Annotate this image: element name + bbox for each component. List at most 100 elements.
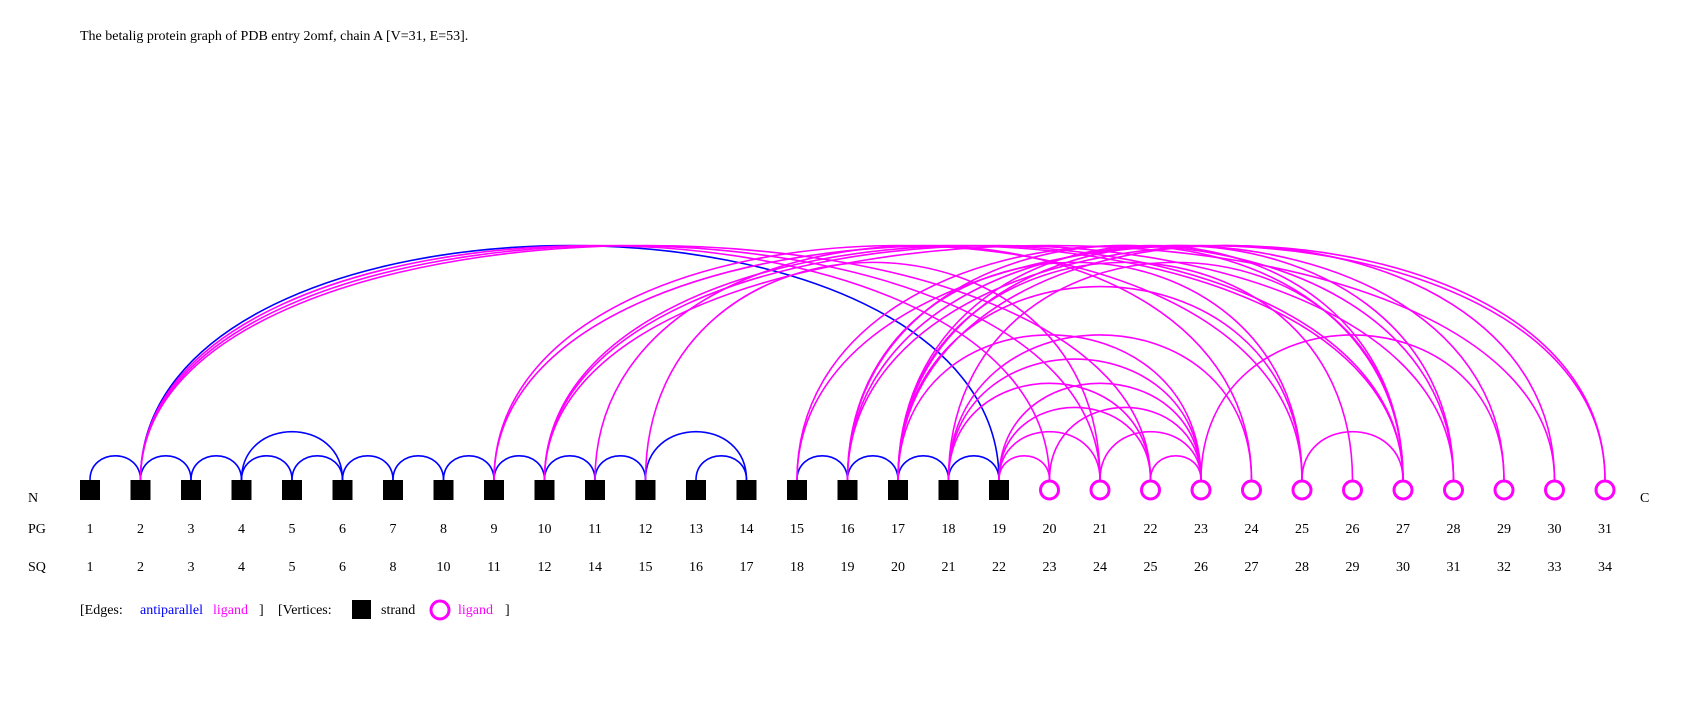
sq-label: 12 [538, 560, 552, 575]
vertex-ligand-24 [1241, 479, 1262, 501]
sq-row-label: SQ [28, 560, 46, 575]
edge-antiparallel-17-18 [897, 455, 950, 481]
vertex-ligand-22 [1140, 479, 1161, 501]
sq-label: 21 [942, 560, 956, 575]
edge-ligand-22-23 [1149, 455, 1202, 481]
vertex-strand-15 [787, 480, 807, 500]
legend-vertex-strand: strand [381, 603, 415, 618]
edge-antiparallel-6-7 [341, 455, 394, 481]
pg-labels-row: 1 2 3 4 5 6 7 8 9 10 11 12 13 14 15 16 17 18 19 20 21 22 23 24 2… [87, 522, 1613, 537]
legend-edges-suffix: ] [259, 603, 264, 618]
vertex-strand-19 [989, 480, 1009, 500]
legend-strand-square [352, 600, 371, 619]
edge-antiparallel-5-6 [291, 455, 344, 481]
pg-label: 22 [1144, 522, 1158, 537]
pg-label: 19 [992, 522, 1006, 537]
vertex-ligand-31 [1594, 479, 1616, 501]
edge-ligand-23-29 [1200, 334, 1505, 481]
vertex-strand-5 [282, 480, 302, 500]
vertex-strand-16 [837, 480, 858, 500]
edge-ligand-12-21 [644, 261, 1101, 481]
vertex-strand-11 [585, 480, 605, 500]
sq-label: 26 [1194, 560, 1208, 575]
sq-label: 25 [1144, 560, 1158, 575]
graph-title: The betalig protein graph of PDB entry 2… [80, 29, 468, 44]
edge-antiparallel-12-14 [644, 430, 748, 481]
edge-antiparallel-11-12 [594, 455, 647, 481]
pg-label: 2 [137, 522, 144, 537]
sq-label: 24 [1093, 560, 1107, 575]
legend: [Edges: antiparallel ligand ] [Vertices:… [80, 599, 510, 621]
pg-row-label: PG [28, 522, 46, 537]
pg-label: 8 [440, 522, 447, 537]
legend-vertices-suffix: ] [505, 603, 510, 618]
vertex-ligand-23 [1190, 479, 1212, 501]
pg-label: 7 [390, 522, 397, 537]
edge-antiparallel-2-19 [139, 244, 1000, 481]
pg-label: 24 [1245, 522, 1259, 537]
edge-ligand-18-23 [947, 358, 1202, 481]
edge-antiparallel-7-8 [392, 455, 445, 481]
sq-label: 27 [1245, 560, 1259, 575]
vertex-ligand-25 [1291, 479, 1313, 501]
edge-antiparallel-8-9 [442, 455, 495, 481]
edge-antiparallel-1-2 [89, 455, 142, 481]
sq-label: 18 [790, 560, 804, 575]
pg-label: 10 [538, 522, 552, 537]
pg-label: 16 [841, 522, 855, 537]
sq-label: 10 [437, 560, 451, 575]
pg-label: 21 [1093, 522, 1107, 537]
pg-label: 28 [1447, 522, 1461, 537]
edge-antiparallel-18-19 [947, 455, 1000, 481]
vertex-strand-6 [332, 480, 353, 500]
pg-label: 5 [289, 522, 296, 537]
vertex-strand-9 [484, 480, 504, 500]
sq-label: 32 [1497, 560, 1511, 575]
pg-label: 11 [588, 522, 601, 537]
edge-ligand-19-20 [998, 455, 1051, 481]
sq-label: 8 [390, 560, 397, 575]
sq-label: 4 [238, 560, 245, 575]
pg-label: 13 [689, 522, 703, 537]
sq-label: 16 [689, 560, 703, 575]
edge-antiparallel-10-11 [543, 455, 596, 481]
sq-label: 14 [588, 560, 602, 575]
sq-label: 6 [339, 560, 346, 575]
sq-label: 29 [1346, 560, 1360, 575]
sq-label: 11 [487, 560, 500, 575]
pg-label: 23 [1194, 522, 1208, 537]
vertex-ligand-30 [1544, 479, 1565, 501]
edge-ligand-16-27 [846, 244, 1404, 481]
pg-label: 30 [1548, 522, 1562, 537]
edge-ligand-18-24 [947, 334, 1253, 481]
vertex-ligand-21 [1089, 479, 1111, 501]
vertex-strand-3 [181, 480, 201, 500]
sq-label: 31 [1447, 560, 1461, 575]
edge-ligand-10-28 [543, 244, 1455, 481]
pg-label: 15 [790, 522, 804, 537]
edge-antiparallel-15-16 [796, 455, 849, 481]
edge-antiparallel-13-14 [695, 455, 748, 481]
edge-ligand-17-30 [897, 244, 1556, 481]
edge-ligand-18-27 [947, 261, 1404, 481]
vertex-strand-13 [686, 480, 706, 500]
sq-label: 5 [289, 560, 296, 575]
legend-ligand-circle [429, 599, 451, 621]
pg-label: 1 [87, 522, 94, 537]
sq-label: 3 [188, 560, 195, 575]
legend-edge-antiparallel: antiparallel [140, 603, 203, 618]
vertex-strand-1 [80, 480, 100, 500]
edge-antiparallel-3-4 [190, 455, 243, 481]
edge-ligand-11-24 [594, 244, 1253, 481]
edge-ligand-19-22 [998, 406, 1152, 481]
edge-ligand-10-30 [543, 244, 1556, 481]
pg-label: 17 [891, 522, 905, 537]
sq-label: 34 [1598, 560, 1612, 575]
sq-label: 30 [1396, 560, 1410, 575]
pg-label: 27 [1396, 522, 1410, 537]
pg-label: 9 [491, 522, 498, 537]
pg-label: 14 [740, 522, 754, 537]
edge-ligand-20-23 [1048, 406, 1202, 481]
vertex-ligand-28 [1443, 479, 1464, 501]
sq-labels-row: 1 2 3 4 5 6 8 10 11 12 14 15 16 17 18 19 20 21 22 23 24 25 26 2… [87, 560, 1613, 575]
